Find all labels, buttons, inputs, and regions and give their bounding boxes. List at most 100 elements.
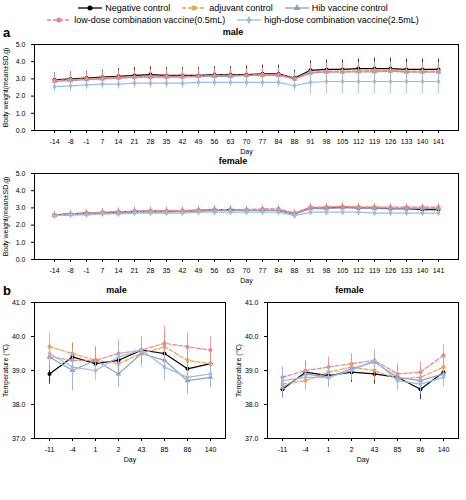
svg-text:-4: -4 <box>69 446 75 453</box>
svg-text:84: 84 <box>275 267 283 274</box>
svg-text:21: 21 <box>131 138 139 145</box>
svg-text:Day: Day <box>124 456 137 464</box>
svg-text:0.0: 0.0 <box>16 256 26 263</box>
svg-text:85: 85 <box>161 446 169 453</box>
svg-text:35: 35 <box>163 138 171 145</box>
svg-text:14: 14 <box>115 138 123 145</box>
svg-text:56: 56 <box>211 138 219 145</box>
svg-text:39.0: 39.0 <box>12 367 26 374</box>
svg-text:140: 140 <box>417 267 429 274</box>
svg-text:119: 119 <box>369 138 380 145</box>
svg-text:126: 126 <box>385 138 397 145</box>
svg-text:38.0: 38.0 <box>245 401 259 408</box>
svg-text:126: 126 <box>385 267 397 274</box>
svg-text:70: 70 <box>243 267 251 274</box>
svg-text:28: 28 <box>147 138 155 145</box>
html-text:low-dose combination vaccine(0: low-dose combination vaccine(0.5mL) <box>74 15 226 25</box>
html-text:adjuvant control: adjuvant control <box>209 3 273 13</box>
svg-text:-11: -11 <box>45 446 55 453</box>
svg-text:1: 1 <box>327 446 331 453</box>
svg-text:0.0: 0.0 <box>16 127 26 134</box>
svg-text:77: 77 <box>259 267 267 274</box>
svg-text:Temperature (℃): Temperature (℃) <box>2 344 10 397</box>
svg-text:86: 86 <box>417 446 425 453</box>
svg-text:38.0: 38.0 <box>12 401 26 408</box>
svg-text:88: 88 <box>291 138 299 145</box>
svg-text:141: 141 <box>433 267 445 274</box>
svg-text:105: 105 <box>337 267 349 274</box>
html-text:Hib vaccine control: Hib vaccine control <box>311 3 388 13</box>
svg-text:133: 133 <box>401 267 413 274</box>
svg-text:98: 98 <box>323 138 331 145</box>
svg-text:77: 77 <box>259 138 267 145</box>
svg-text:112: 112 <box>353 138 364 145</box>
svg-text:63: 63 <box>227 138 235 145</box>
svg-text:49: 49 <box>195 267 203 274</box>
svg-text:42: 42 <box>179 267 187 274</box>
svg-text:88: 88 <box>291 267 299 274</box>
svg-text:Body weight(mean±SD,g): Body weight(mean±SD,g) <box>2 177 10 257</box>
svg-text:-8: -8 <box>67 138 73 145</box>
svg-text:98: 98 <box>323 267 331 274</box>
svg-text:85: 85 <box>394 446 402 453</box>
svg-text:14: 14 <box>115 267 123 274</box>
svg-text:86: 86 <box>184 446 192 453</box>
svg-text:37.0: 37.0 <box>245 435 259 442</box>
svg-text:28: 28 <box>147 267 155 274</box>
svg-text:133: 133 <box>401 138 413 145</box>
svg-text:3.0: 3.0 <box>16 75 26 82</box>
svg-text:56: 56 <box>211 267 219 274</box>
svg-text:140: 140 <box>438 446 450 453</box>
svg-text:Day: Day <box>240 277 253 285</box>
svg-text:21: 21 <box>131 267 139 274</box>
svg-text:40.0: 40.0 <box>12 333 26 340</box>
svg-text:91: 91 <box>307 267 315 274</box>
svg-text:70: 70 <box>243 138 251 145</box>
svg-text:42: 42 <box>179 138 187 145</box>
svg-text:1: 1 <box>94 446 98 453</box>
svg-text:1.0: 1.0 <box>16 239 26 246</box>
svg-text:40.0: 40.0 <box>245 333 259 340</box>
svg-text:43: 43 <box>371 446 379 453</box>
svg-text:3.0: 3.0 <box>16 204 26 211</box>
svg-text:2: 2 <box>117 446 121 453</box>
svg-text:84: 84 <box>275 138 283 145</box>
svg-text:140: 140 <box>205 446 217 453</box>
svg-text:63: 63 <box>227 267 235 274</box>
svg-text:49: 49 <box>195 138 203 145</box>
svg-text:140: 140 <box>417 138 429 145</box>
svg-text:-8: -8 <box>67 267 73 274</box>
svg-text:-4: -4 <box>302 446 308 453</box>
svg-text:112: 112 <box>353 267 364 274</box>
svg-text:119: 119 <box>369 267 380 274</box>
svg-text:7: 7 <box>101 267 105 274</box>
svg-text:5.0: 5.0 <box>16 41 26 48</box>
svg-text:4.0: 4.0 <box>16 187 26 194</box>
svg-text:35: 35 <box>163 267 171 274</box>
svg-text:4.0: 4.0 <box>16 58 26 65</box>
svg-text:-14: -14 <box>49 138 59 145</box>
svg-text:43: 43 <box>138 446 146 453</box>
svg-text:7: 7 <box>101 138 105 145</box>
svg-text:141: 141 <box>433 138 445 145</box>
svg-text:105: 105 <box>337 138 349 145</box>
svg-text:Body weight(mean±SD,g): Body weight(mean±SD,g) <box>2 48 10 128</box>
svg-text:39.0: 39.0 <box>245 367 259 374</box>
svg-text:41.0: 41.0 <box>12 299 26 306</box>
svg-text:1.0: 1.0 <box>16 110 26 117</box>
svg-text:91: 91 <box>307 138 315 145</box>
html-text:Negative control: Negative control <box>105 3 171 13</box>
svg-text:2: 2 <box>350 446 354 453</box>
svg-text:37.0: 37.0 <box>12 435 26 442</box>
svg-text:2.0: 2.0 <box>16 92 26 99</box>
svg-text:Day: Day <box>357 456 370 464</box>
svg-text:5.0: 5.0 <box>16 170 26 177</box>
svg-text:Day: Day <box>240 148 253 156</box>
svg-text:Temperature (℃): Temperature (℃) <box>235 344 243 397</box>
svg-text:-1: -1 <box>83 267 89 274</box>
svg-text:-14: -14 <box>49 267 59 274</box>
svg-text:-1: -1 <box>83 138 89 145</box>
svg-text:2.0: 2.0 <box>16 221 26 228</box>
svg-text:41.0: 41.0 <box>245 299 259 306</box>
svg-text:-11: -11 <box>278 446 288 453</box>
